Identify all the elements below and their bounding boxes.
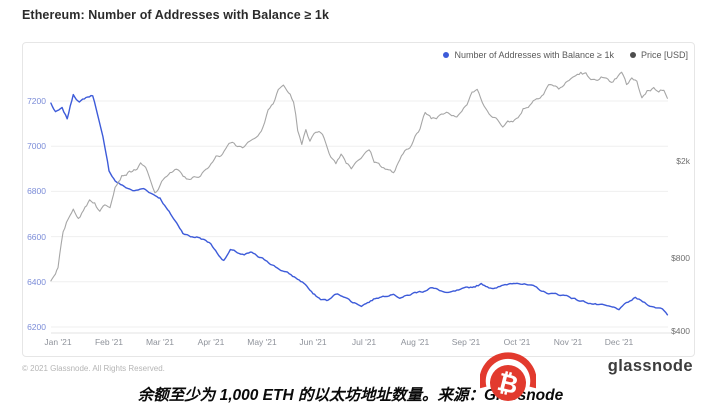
legend-dot-price-icon <box>629 52 636 58</box>
footer-copyright: © 2021 Glassnode. All Rights Reserved. <box>22 364 165 373</box>
page-title: Ethereum: Number of Addresses with Balan… <box>22 8 330 22</box>
x-axis-tick-label: Nov '21 <box>553 337 583 347</box>
legend-dot-addresses-icon <box>443 52 450 58</box>
x-axis-tick-label: May '21 <box>247 337 277 347</box>
x-axis-tick-label: Jun '21 <box>299 337 327 347</box>
y-axis-tick-label-left: 6400 <box>27 276 46 287</box>
chart-plot-area[interactable] <box>23 43 694 356</box>
x-axis-tick-label: Jan '21 <box>44 337 72 347</box>
y-axis-tick-label-left: 6600 <box>27 231 46 242</box>
addresses-line <box>50 93 669 316</box>
y-axis-tick-label-right: $400 <box>671 326 690 336</box>
x-axis-tick-label: Aug '21 <box>400 337 430 347</box>
chart-legend: Number of Addresses with Balance ≥ 1k Pr… <box>443 50 688 60</box>
legend-label-addresses: Number of Addresses with Balance ≥ 1k <box>454 50 614 60</box>
y-axis-tick-label-left: 7000 <box>27 141 46 152</box>
x-axis-tick-label: Jul '21 <box>351 337 377 347</box>
caption-text: 余额至少为 1,000 ETH 的以太坊地址数量。来源：Glassnode <box>137 387 564 404</box>
y-axis-tick-label-left: 6200 <box>27 322 46 332</box>
x-axis-tick-label: Sep '21 <box>451 337 481 347</box>
x-axis-tick-label: Feb '21 <box>94 337 124 347</box>
bitcoin-logo: ₿ <box>480 352 536 401</box>
x-axis-tick-label: Dec '21 <box>604 337 634 347</box>
legend-label-price: Price [USD] <box>640 50 688 60</box>
x-axis-tick-label: Oct '21 <box>503 337 531 347</box>
y-axis-tick-label-right: $800 <box>671 252 690 263</box>
chart-panel: Number of Addresses with Balance ≥ 1k Pr… <box>22 42 695 357</box>
legend-item-price[interactable]: Price [USD] <box>629 50 688 60</box>
y-axis-tick-label-left: 6800 <box>27 186 46 197</box>
y-axis-tick-label-left: 7200 <box>27 96 46 106</box>
x-axis-tick-label: Mar '21 <box>145 337 175 347</box>
legend-item-addresses[interactable]: Number of Addresses with Balance ≥ 1k <box>443 50 614 60</box>
glassnode-logo: glassnode <box>607 357 693 375</box>
y-axis-tick-label-right: $2k <box>676 156 690 167</box>
price-line <box>50 71 668 282</box>
x-axis-tick-label: Apr '21 <box>197 337 225 347</box>
